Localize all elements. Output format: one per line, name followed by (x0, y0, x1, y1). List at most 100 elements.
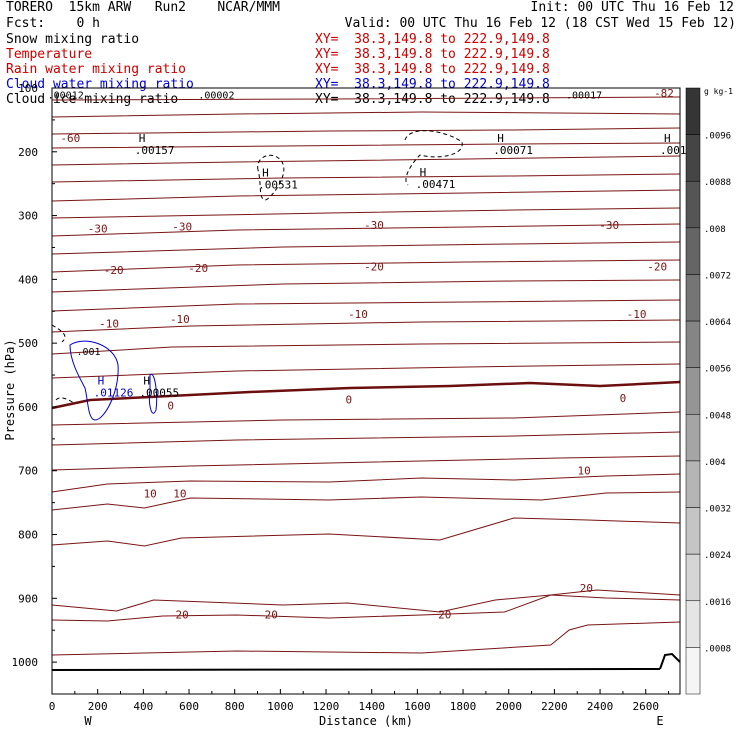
x-tick-label: 2200 (541, 700, 568, 713)
x-tick-label: 1400 (358, 700, 385, 713)
legend-snow-xy: XY= 38.3,149.8 to 222.9,149.8 (315, 32, 550, 47)
y-tick-label: 500 (18, 337, 38, 350)
colorbar-segment (685, 507, 701, 555)
colorbar-tick-label: .004 (704, 458, 726, 468)
temperature-contour (51, 341, 681, 355)
x-tick-label: 2000 (495, 700, 522, 713)
temperature-contour (51, 517, 681, 547)
colorbar-tick-label: .0096 (704, 132, 731, 142)
maximum-value: .00071 (493, 144, 533, 157)
moisture-contour (404, 130, 463, 186)
temperature-contour (51, 455, 681, 471)
maximum-marker: H (497, 132, 504, 145)
moisture-contour-label: .001 (76, 347, 100, 358)
colorbar-tick-label: .0008 (704, 644, 731, 654)
colorbar-segment (685, 647, 701, 695)
terrain-line (51, 668, 661, 671)
moisture-contour-label: .00012 (48, 90, 84, 101)
y-tick-label: 900 (18, 592, 38, 605)
colorbar-tick-label: .0056 (704, 365, 731, 375)
temperature-contour (51, 173, 681, 183)
x-tick-label: 400 (133, 700, 153, 713)
temperature-contour (51, 621, 681, 656)
maximum-value: .00157 (135, 144, 175, 157)
temperature-contour (51, 363, 681, 379)
temperature-contour-label: -10 (170, 313, 190, 326)
temperature-contour-label: -10 (627, 308, 647, 321)
east-label: E (656, 714, 663, 728)
temperature-contour-label: 20 (265, 608, 278, 621)
maximum-value: .00055 (139, 386, 179, 399)
temperature-contour (51, 111, 681, 118)
temperature-contour (51, 473, 681, 493)
temperature-contour-label: -20 (364, 261, 384, 274)
colorbar-segment (685, 414, 701, 462)
temperature-contour (51, 259, 681, 273)
y-tick-label: 700 (18, 465, 38, 478)
legend-cloudice-label: Cloud ice mixing ratio (6, 92, 179, 107)
x-tick-label: 0 (49, 700, 56, 713)
temperature-contour-label: -60 (60, 132, 80, 145)
temperature-contour-label: -30 (364, 219, 384, 232)
temperature-contours (51, 96, 681, 656)
temperature-contour-label: 0 (346, 393, 353, 406)
temperature-contour-label: -30 (599, 219, 619, 232)
moisture-contour (149, 373, 158, 414)
colorbar-tick-label: .0016 (704, 598, 731, 608)
moisture-contours (51, 130, 463, 421)
init-time: Init: 00 UTC Thu 16 Feb 12 (530, 0, 735, 15)
maximum-value: .01126 (94, 386, 134, 399)
y-tick-label: 400 (18, 273, 38, 286)
maximum-value: .00531 (258, 178, 298, 191)
maximum-marker: H (98, 374, 105, 387)
colorbar-segment (685, 87, 701, 135)
legend-temperature-label: Temperature (6, 47, 93, 62)
x-tick-label: 800 (225, 700, 245, 713)
maximum-marker: H (143, 374, 150, 387)
legend-temperature-xy: XY= 38.3,149.8 to 222.9,149.8 (315, 47, 550, 62)
moisture-contour-label: .00017 (566, 90, 602, 101)
legend-cloudice-xy: XY= 38.3,149.8 to 222.9,149.8 (315, 92, 550, 107)
temperature-contour (51, 223, 681, 237)
contour-labels: -60 -82 -30 -30 -30 -30 -20 -20 -20 -20 -10 -10 -10 -… (48, 87, 694, 621)
legend-rain-label: Rain water mixing ratio (6, 62, 187, 77)
legend-rain-xy: XY= 38.3,149.8 to 222.9,149.8 (315, 62, 550, 77)
temperature-contour (51, 155, 681, 166)
temperature-contour-label: 0 (620, 392, 627, 405)
temperature-contour (51, 411, 681, 426)
maximum-marker: H (420, 166, 427, 179)
colorbar-segment (685, 460, 701, 508)
plot-frame (51, 87, 681, 695)
x-tick-label: 200 (88, 700, 108, 713)
colorbar: .0096 .0088 .008 .0072 .0064 .0056 .0048 .004 .0… (685, 87, 733, 695)
temperature-contour (51, 142, 681, 149)
colorbar-unit: g kg-1 (704, 87, 733, 96)
maximum-value: .0013 (660, 144, 693, 157)
x-tick-label: 600 (179, 700, 199, 713)
temperature-contour-label: -30 (172, 220, 192, 233)
y-tick-label: 1000 (12, 656, 39, 669)
colorbar-segment (685, 274, 701, 322)
temperature-contour (51, 189, 681, 202)
west-label: W (84, 714, 92, 728)
temperature-contour-label: 0 (167, 400, 174, 413)
axes: 0 200 400 600 800 1000 1200 1400 1600 1800 2000 220… (12, 82, 670, 713)
colorbar-tick-label: .0032 (704, 505, 731, 515)
maximum-marker: H (139, 132, 146, 145)
colorbar-tick-label: .0064 (704, 318, 731, 328)
moisture-contour (55, 397, 76, 405)
maximum-value: .00471 (416, 178, 456, 191)
moisture-contour (257, 154, 285, 201)
temperature-contour (51, 431, 681, 446)
temperature-contour-label: 10 (173, 488, 186, 501)
temperature-contour (51, 299, 681, 312)
colorbar-segment (685, 367, 701, 415)
temperature-contour-label: 20 (438, 608, 451, 621)
temperature-contour-label: -30 (88, 222, 108, 235)
colorbar-segment (685, 600, 701, 648)
colorbar-tick-label: .0024 (704, 551, 731, 561)
freezing-level-contour (51, 380, 681, 410)
colorbar-segment (685, 180, 701, 229)
x-tick-label: 2400 (587, 700, 614, 713)
